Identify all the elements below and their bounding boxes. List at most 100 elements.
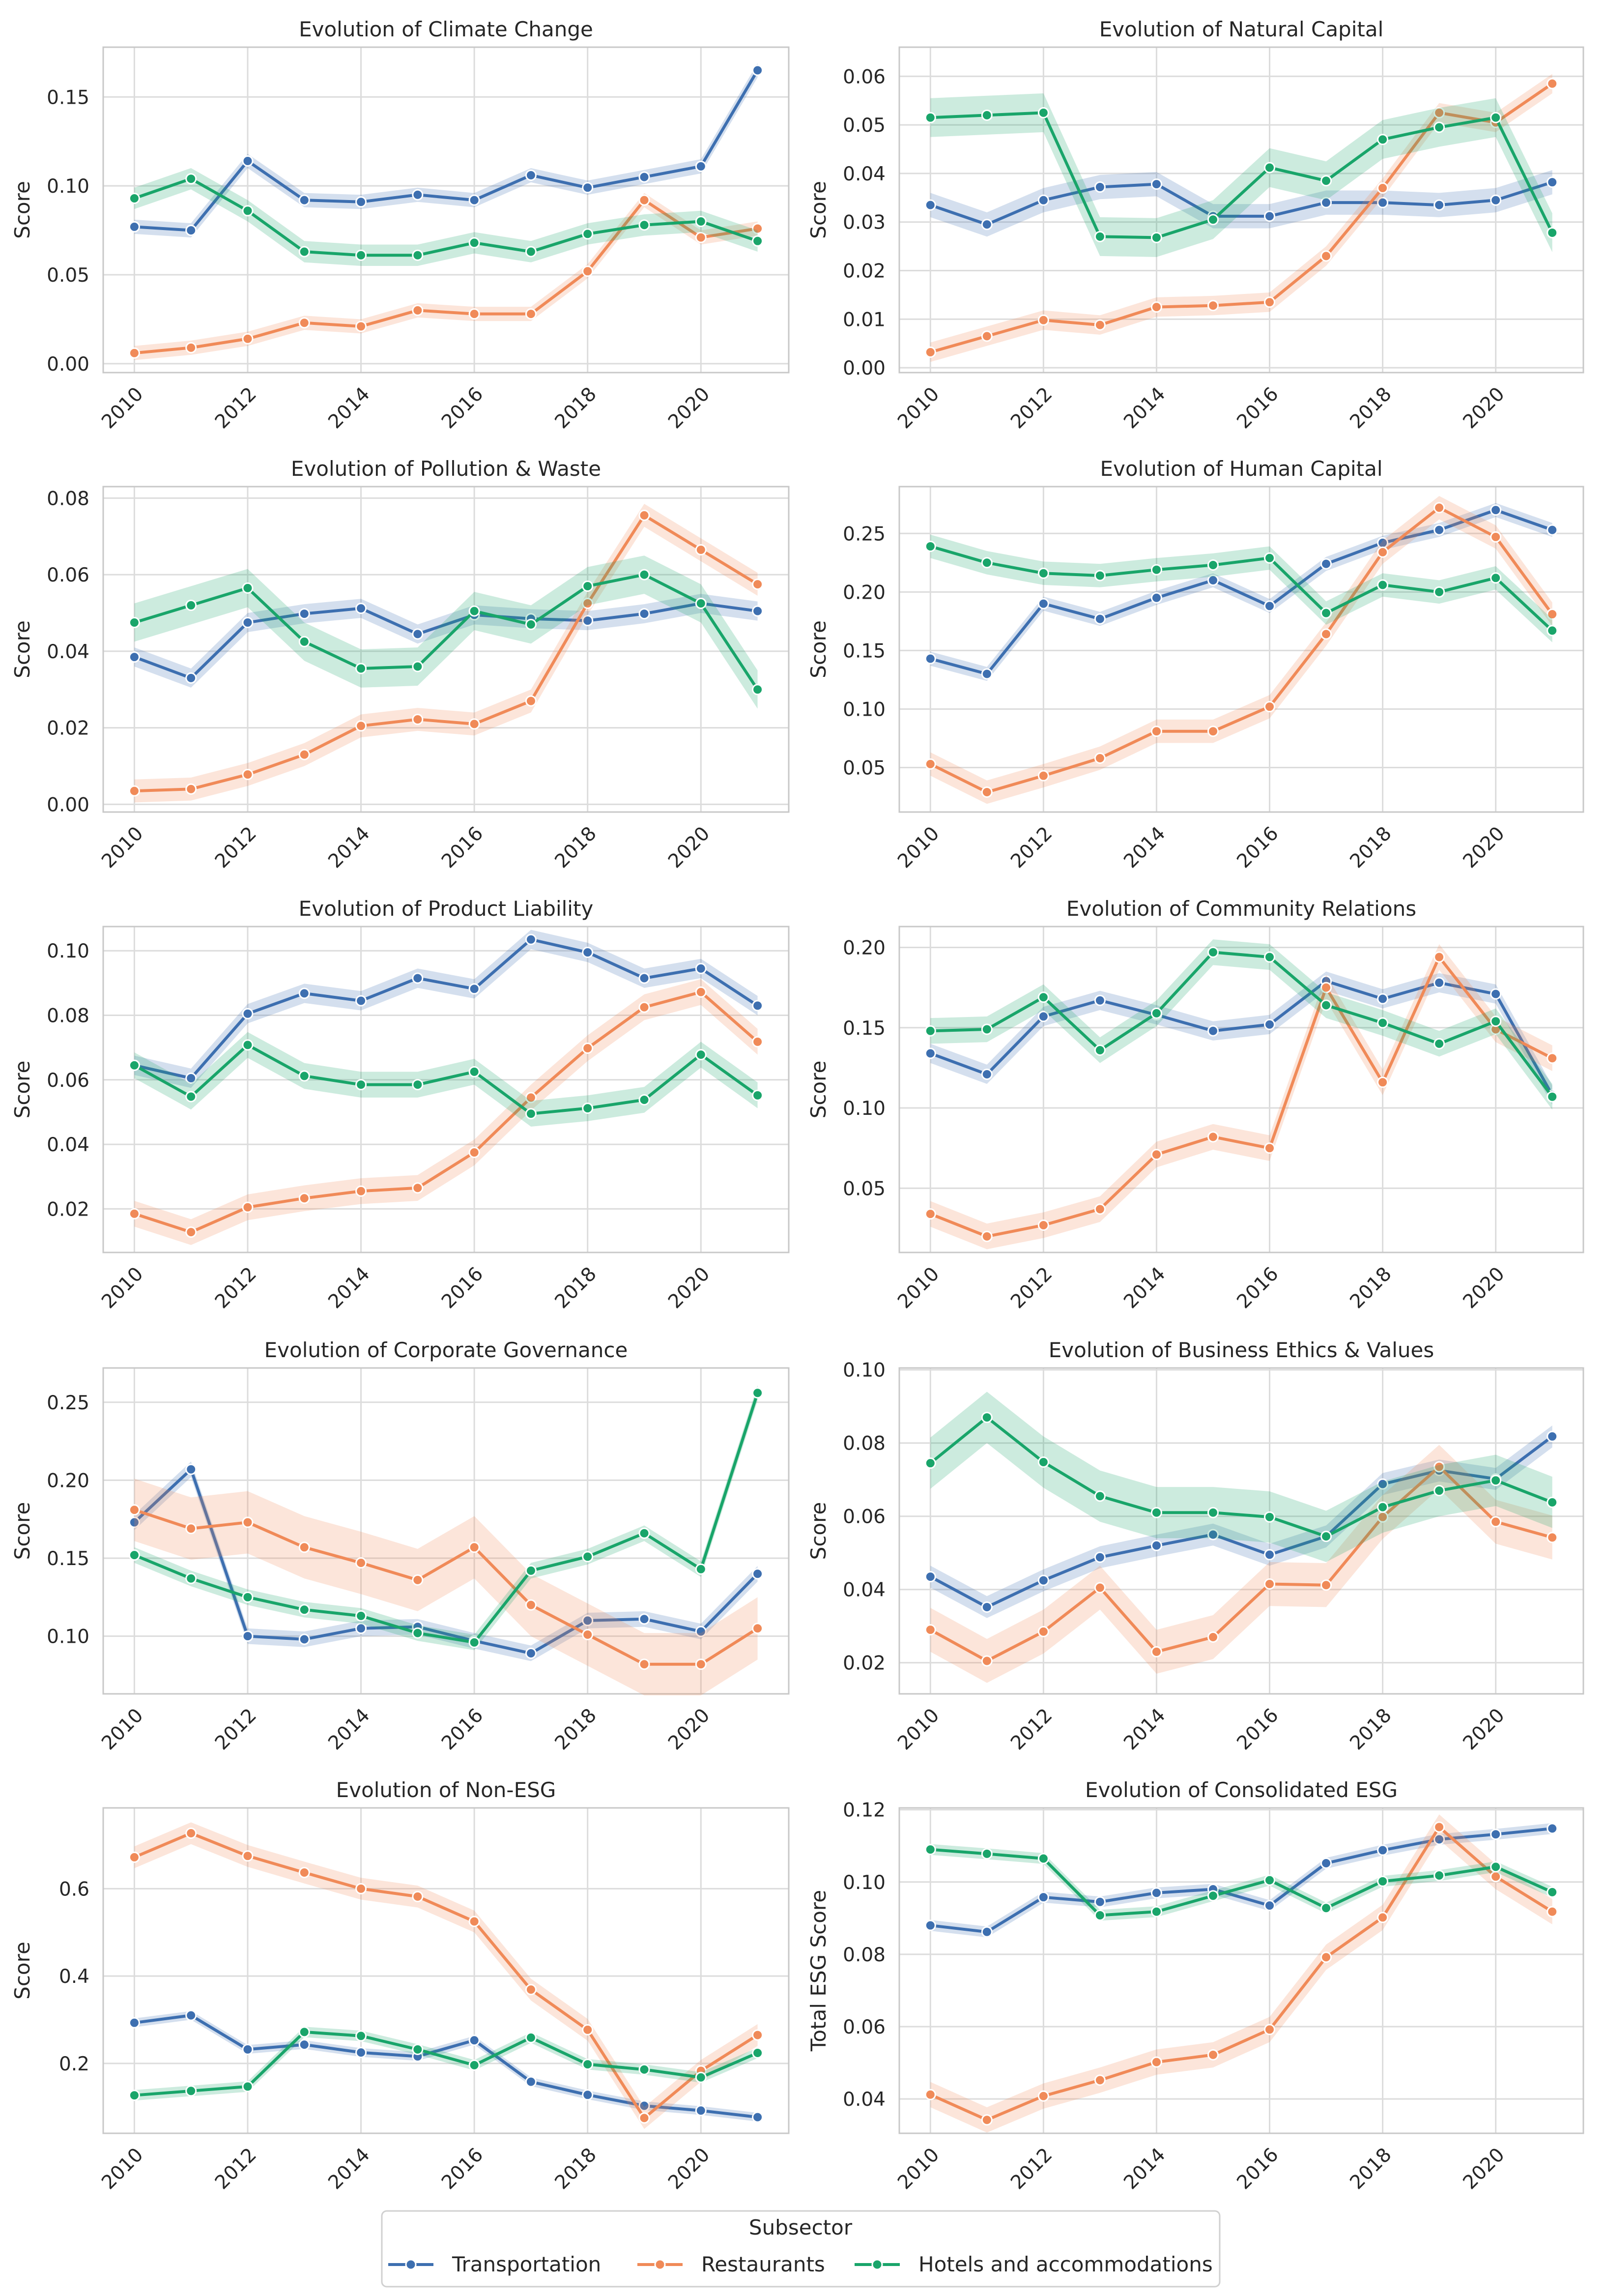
- data-point: [128, 1516, 140, 1528]
- data-point: [1207, 214, 1219, 226]
- data-point: [752, 1623, 764, 1634]
- y-tick-label: 0.04: [47, 641, 89, 663]
- chart-title: Evolution of Non-ESG: [336, 1778, 556, 1802]
- confidence-band: [134, 555, 758, 709]
- y-axis-label: Score: [10, 181, 34, 239]
- data-point: [298, 317, 310, 329]
- data-point: [638, 2100, 650, 2112]
- data-point: [752, 579, 764, 590]
- y-tick-label: 0.05: [843, 115, 886, 137]
- x-tick-label: 2010: [893, 383, 944, 433]
- data-point: [1320, 1902, 1332, 1914]
- data-point: [525, 2076, 537, 2088]
- data-point: [981, 1848, 993, 1860]
- y-tick-label: 0.15: [843, 1017, 886, 1040]
- data-point: [695, 962, 707, 974]
- x-tick-label: 2020: [1459, 1704, 1509, 1754]
- data-point: [1490, 531, 1502, 543]
- data-point: [1094, 2074, 1106, 2086]
- data-point: [355, 1557, 367, 1569]
- legend-entry-hotels-and-accommodations: Hotels and accommodations: [855, 2252, 1213, 2276]
- x-tick-label: 2010: [893, 822, 944, 872]
- series-transportation: [924, 1823, 1558, 1938]
- x-tick-label: 2010: [893, 1704, 944, 1754]
- x-tick-label: 2010: [893, 1263, 944, 1313]
- data-point: [298, 2026, 310, 2038]
- series-hotels-and-accommodations: [128, 2026, 764, 2101]
- confidence-band: [134, 193, 758, 360]
- series-line: [134, 2014, 758, 2119]
- data-point: [128, 2017, 140, 2029]
- x-tick-label: 2012: [1006, 2144, 1057, 2194]
- y-tick-label: 0.25: [843, 523, 886, 545]
- series-restaurants: [924, 496, 1558, 804]
- x-tick-label: 2012: [211, 1704, 261, 1754]
- data-point: [468, 308, 480, 320]
- legend-marker: [654, 2259, 666, 2270]
- data-point: [298, 1867, 310, 1879]
- y-tick-label: 0.10: [47, 1626, 89, 1648]
- data-point: [1377, 134, 1389, 145]
- panel-3: Evolution of Pollution & Waste Score 0.00 0…: [10, 457, 790, 872]
- series-line: [133, 1468, 759, 1655]
- data-point: [298, 194, 310, 206]
- data-point: [1150, 2056, 1162, 2068]
- data-point: [1320, 197, 1332, 208]
- series-line: [134, 1392, 759, 1644]
- data-point: [185, 1572, 197, 1584]
- data-point: [924, 347, 936, 358]
- plot-frame: [898, 46, 1584, 374]
- data-point: [1150, 1149, 1162, 1161]
- series-line: [930, 111, 1554, 239]
- data-point: [185, 599, 197, 611]
- confidence-band: [930, 93, 1552, 257]
- confidence-band: [134, 63, 758, 238]
- data-point: [1377, 1912, 1389, 1923]
- y-axis-label: Total ESG Score: [806, 1890, 831, 2052]
- y-tick-label: 0.10: [47, 940, 89, 962]
- data-point: [582, 580, 594, 592]
- y-tick-label: 0.02: [47, 718, 89, 740]
- data-point: [525, 1092, 537, 1104]
- x-tick-label: 2018: [551, 383, 601, 433]
- y-tick-label: 0.15: [843, 640, 886, 662]
- data-point: [412, 189, 424, 201]
- data-point: [525, 1108, 537, 1120]
- data-point: [752, 223, 764, 234]
- data-point: [1320, 175, 1332, 187]
- data-point: [128, 221, 140, 233]
- data-point: [412, 661, 424, 672]
- data-point: [1433, 502, 1445, 514]
- data-point: [468, 2059, 480, 2071]
- data-point: [1377, 1501, 1389, 1513]
- y-tick-label: 0.4: [59, 1966, 89, 1988]
- data-point: [412, 304, 424, 316]
- data-point: [185, 173, 197, 185]
- data-point: [242, 2043, 254, 2055]
- data-point: [1094, 181, 1106, 193]
- series-line: [134, 1831, 759, 2120]
- x-tick-label: 2018: [551, 1704, 601, 1754]
- y-tick-label: 0.06: [843, 1506, 886, 1528]
- x-tick-label: 2020: [1459, 2144, 1509, 2194]
- data-point: [1320, 1951, 1332, 1963]
- data-point: [1547, 1532, 1558, 1543]
- data-point: [1037, 567, 1049, 579]
- series-line: [134, 573, 759, 691]
- series-restaurants: [924, 1814, 1558, 2133]
- series-restaurants: [128, 1822, 764, 2129]
- data-point: [242, 1630, 254, 1642]
- data-point: [298, 988, 310, 999]
- series-line: [133, 1043, 759, 1115]
- data-point: [638, 1658, 650, 1670]
- data-point: [1433, 1870, 1445, 1882]
- data-point: [525, 169, 537, 181]
- data-point: [1264, 552, 1276, 564]
- data-point: [1094, 1203, 1106, 1215]
- data-point: [298, 749, 310, 760]
- x-tick-label: 2018: [551, 822, 601, 872]
- data-point: [525, 246, 537, 258]
- data-point: [298, 1070, 310, 1082]
- data-point: [1094, 1490, 1106, 1502]
